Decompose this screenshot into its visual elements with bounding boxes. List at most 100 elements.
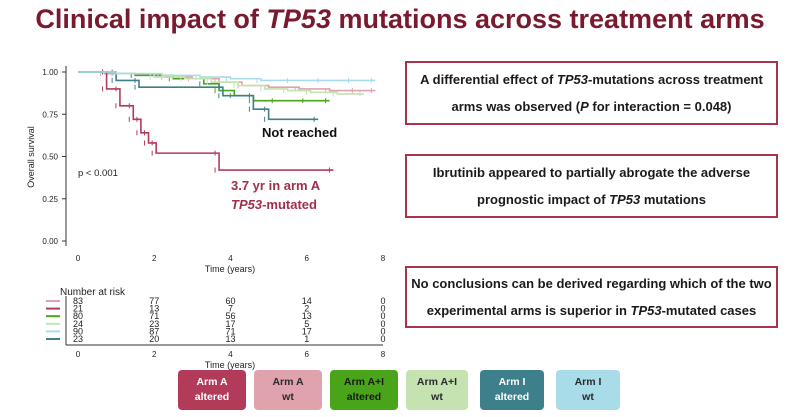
legend-line1: Arm I <box>498 376 526 388</box>
risk-cell: 14 <box>302 296 312 306</box>
risk-cell: 87 <box>149 326 159 336</box>
median-label-line1: 3.7 yr in arm A <box>231 178 321 193</box>
note1-a: A differential effect of <box>420 72 557 87</box>
legend-arm-a-altered: Arm A altered <box>178 370 246 410</box>
risk-x-tick-label: 4 <box>228 350 233 359</box>
risk-cell: 13 <box>149 304 159 314</box>
title-gene: TP53 <box>266 4 331 34</box>
legend-arm-ai-wt: Arm A+I wt <box>406 370 468 410</box>
km-curve-0 <box>78 71 376 92</box>
risk-cell: 7 <box>228 304 233 314</box>
risk-cell: 13 <box>302 311 312 321</box>
risk-cell: 1 <box>304 334 309 344</box>
note-no-conclusions: No conclusions can be derived regarding … <box>405 266 778 328</box>
legend-line1: Arm A <box>196 376 228 388</box>
risk-cell: 17 <box>302 326 312 336</box>
risk-cell: 0 <box>380 311 385 321</box>
risk-x-axis-label: Time (years) <box>205 360 255 370</box>
note1-d: for interaction = 0.048) <box>588 99 732 114</box>
risk-cell: 0 <box>380 296 385 306</box>
risk-table-title: Number at risk <box>60 287 126 298</box>
y-axis-label: Overall survival <box>26 126 36 188</box>
legend-line2: altered <box>346 391 382 403</box>
risk-cell: 90 <box>73 326 83 336</box>
x-tick-label: 6 <box>305 254 310 263</box>
risk-cell: 0 <box>380 319 385 329</box>
km-axes: 0.00 0.25 0.50 0.75 1.00 0 2 4 6 8 Time (years) Ove… <box>26 66 386 274</box>
risk-x-tick-label: 6 <box>305 350 310 359</box>
legend-arm-i-altered: Arm I altered <box>480 370 544 410</box>
risk-x-tick-label: 0 <box>76 350 81 359</box>
legend-line1: Arm I <box>574 376 602 388</box>
legend-line1: Arm A+I <box>416 376 458 388</box>
risk-cell: 56 <box>225 311 235 321</box>
risk-cell: 13 <box>225 334 235 344</box>
y-tick-label: 0.25 <box>42 195 58 204</box>
risk-x-tick-label: 8 <box>381 350 386 359</box>
x-tick-label: 2 <box>152 254 157 263</box>
note3-b: experimental arms is superior in <box>426 303 631 318</box>
note1-gene: TP53 <box>556 72 588 87</box>
risk-cell: 80 <box>73 311 83 321</box>
risk-x-tick-label: 2 <box>152 350 157 359</box>
x-axis-label: Time (years) <box>205 264 255 274</box>
median-label-line2: TP53-mutated <box>231 197 317 212</box>
legend-arm-a-wt: Arm A wt <box>254 370 322 410</box>
note1-c: arms was observed ( <box>451 99 581 114</box>
note3-a: No conclusions can be derived regarding … <box>411 276 772 291</box>
risk-table: 83 77 60 14 021 13 7 2 080 71 56 13 024 23 17 5 090 87 71 1… <box>46 296 386 370</box>
title-post: mutations across treatment arms <box>330 4 765 34</box>
risk-cell: 60 <box>225 296 235 306</box>
not-reached-label: Not reached <box>262 125 337 140</box>
risk-cell: 20 <box>149 334 159 344</box>
risk-cell: 17 <box>225 319 235 329</box>
risk-cell: 71 <box>225 326 235 336</box>
legend-line1: Arm A <box>272 376 304 388</box>
note1-b: -mutations across treatment <box>588 72 763 87</box>
legend-line2: altered <box>494 391 530 403</box>
legend-arm-i-wt: Arm I wt <box>556 370 620 410</box>
y-tick-label: 0.00 <box>42 237 58 246</box>
risk-cell: 2 <box>304 304 309 314</box>
note-ibrutinib: Ibrutinib appeared to partially abrogate… <box>405 154 778 218</box>
risk-cell: 0 <box>380 304 385 314</box>
x-tick-label: 4 <box>228 254 233 263</box>
risk-cell: 77 <box>149 296 159 306</box>
p-value: p < 0.001 <box>78 168 118 179</box>
legend-line1: Arm A+I <box>343 376 385 388</box>
risk-cell: 83 <box>73 296 83 306</box>
risk-cell: 0 <box>380 334 385 344</box>
risk-cell: 23 <box>149 319 159 329</box>
risk-cell: 24 <box>73 319 83 329</box>
note3-c: -mutated cases <box>661 303 757 318</box>
legend-line2: wt <box>582 391 594 403</box>
legend-arm-ai-altered: Arm A+I altered <box>330 370 398 410</box>
risk-cell: 5 <box>304 319 309 329</box>
km-curve-4 <box>78 71 319 121</box>
y-tick-label: 0.75 <box>42 110 58 119</box>
x-tick-label: 8 <box>381 254 386 263</box>
y-tick-label: 1.00 <box>42 68 58 77</box>
legend-line2: altered <box>194 391 230 403</box>
note2-gene: TP53 <box>609 192 641 207</box>
median-post: -mutated <box>262 197 317 212</box>
note2-b: prognostic impact of <box>477 192 610 207</box>
note2-a: Ibrutinib appeared to partially abrogate… <box>432 165 751 180</box>
note-differential-effect: A differential effect of TP53-mutations … <box>405 61 778 125</box>
note3-gene: TP53 <box>630 303 662 318</box>
km-curves <box>78 69 376 173</box>
note2-c: mutations <box>640 192 706 207</box>
km-curve-1 <box>78 71 334 171</box>
risk-cell: 71 <box>149 311 159 321</box>
risk-cell: 0 <box>380 326 385 336</box>
risk-cell: 21 <box>73 304 83 314</box>
y-tick-label: 0.50 <box>42 153 58 162</box>
median-gene: TP53 <box>231 197 263 212</box>
legend-line2: wt <box>282 391 294 403</box>
slide-title: Clinical impact of TP53 mutations across… <box>0 4 800 35</box>
title-pre: Clinical impact of <box>35 4 267 34</box>
km-curve-5 <box>78 71 376 82</box>
legend-line2: wt <box>431 391 443 403</box>
risk-cell: 23 <box>73 334 83 344</box>
